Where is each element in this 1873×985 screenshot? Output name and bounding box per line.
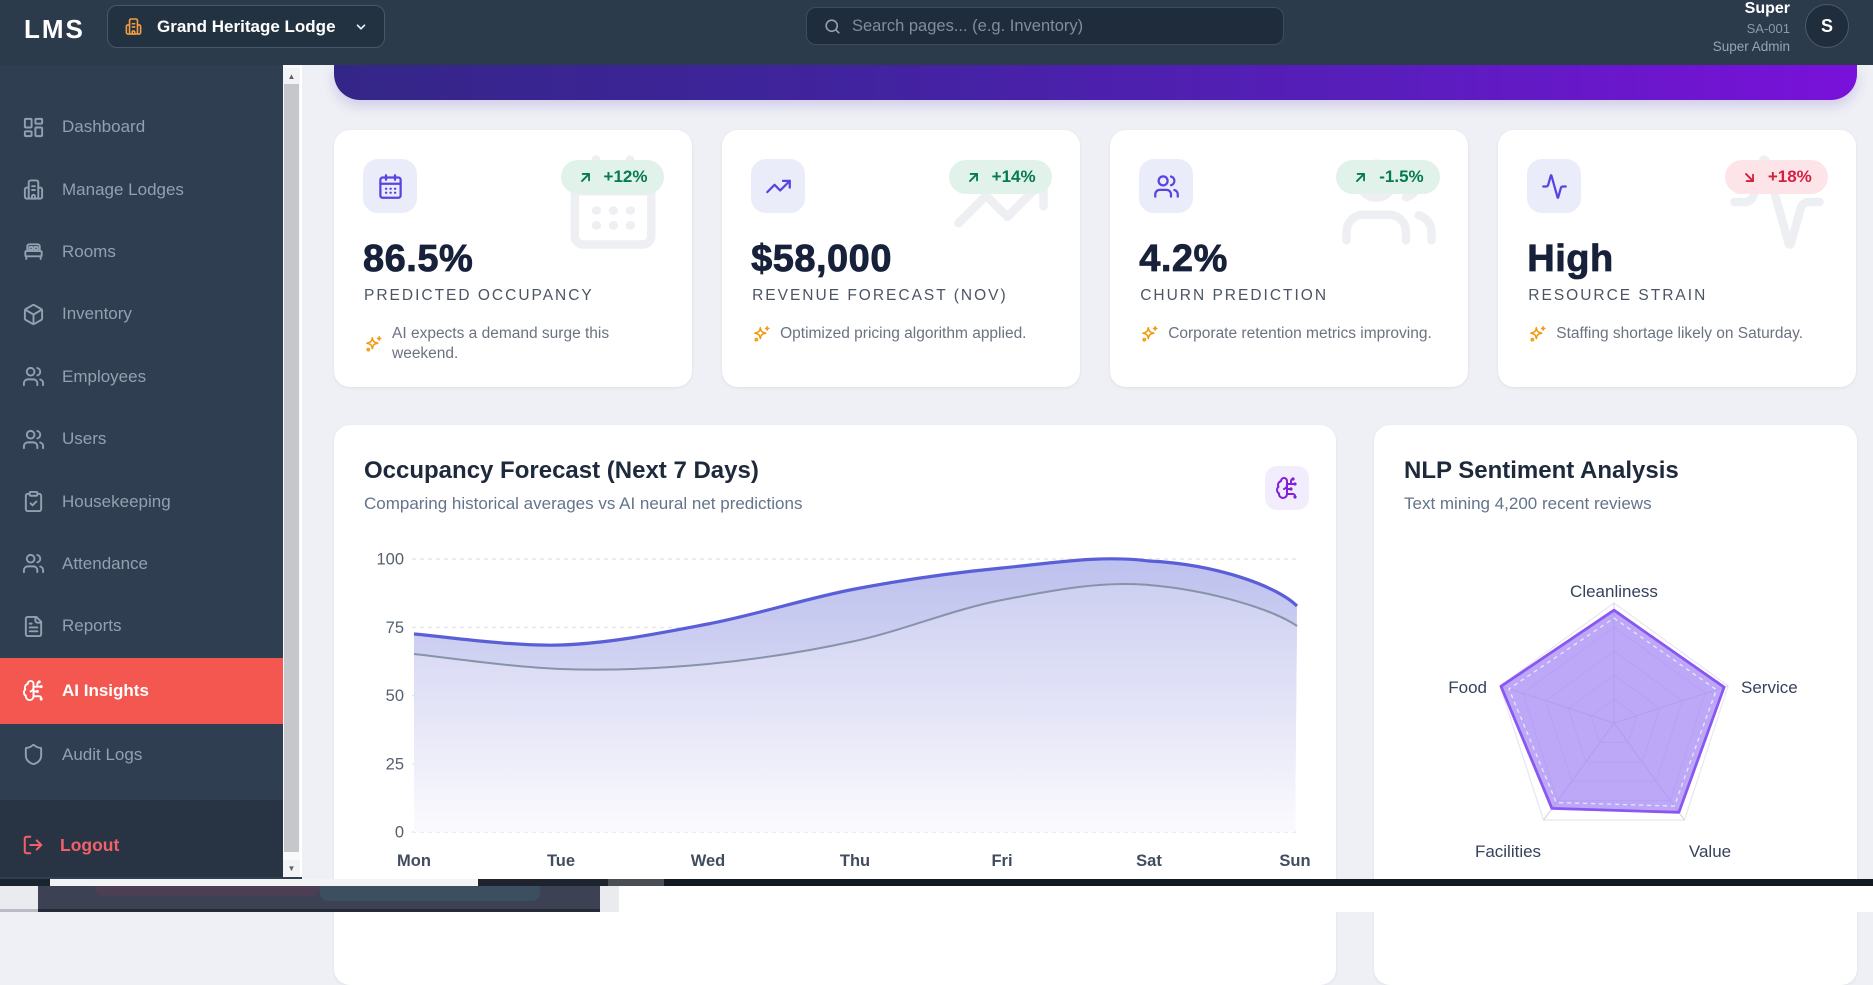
- svg-text:Fri: Fri: [991, 852, 1012, 870]
- svg-text:Tue: Tue: [547, 852, 575, 870]
- svg-text:Service: Service: [1741, 678, 1798, 697]
- svg-text:100: 100: [376, 551, 404, 569]
- svg-text:0: 0: [395, 824, 404, 842]
- svg-text:75: 75: [386, 619, 404, 637]
- svg-text:Facilities: Facilities: [1475, 842, 1541, 861]
- svg-text:Food: Food: [1448, 678, 1487, 697]
- svg-text:50: 50: [386, 687, 404, 705]
- svg-text:Cleanliness: Cleanliness: [1570, 582, 1658, 601]
- svg-text:Mon: Mon: [397, 852, 431, 870]
- svg-text:Sun: Sun: [1279, 852, 1310, 870]
- svg-text:25: 25: [386, 756, 404, 774]
- svg-text:Wed: Wed: [691, 852, 726, 870]
- svg-text:Value: Value: [1689, 842, 1731, 861]
- svg-text:Thu: Thu: [840, 852, 870, 870]
- svg-text:Sat: Sat: [1136, 852, 1162, 870]
